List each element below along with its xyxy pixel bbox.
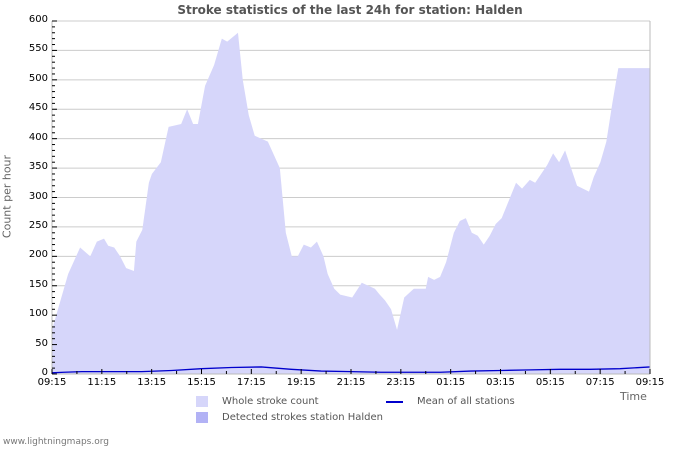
y-tick-label: 600: [28, 14, 48, 25]
legend-swatch-whole: [196, 396, 208, 407]
legend-detected-strokes: Detected strokes station Halden: [196, 412, 383, 423]
x-tick-label: 15:15: [187, 377, 216, 388]
y-tick-label: 550: [28, 43, 48, 55]
y-tick-label: 300: [28, 190, 48, 202]
y-tick-label: 450: [28, 102, 48, 114]
legend-label-mean: Mean of all stations: [417, 396, 515, 407]
y-tick-label: 250: [28, 219, 48, 231]
legend-whole-stroke: Whole stroke count: [196, 396, 319, 407]
footer-link[interactable]: www.lightningmaps.org: [3, 437, 109, 447]
legend-label-detected: Detected strokes station Halden: [222, 412, 383, 423]
x-axis-label: Time: [620, 390, 647, 403]
y-tick-label: 100: [28, 308, 48, 320]
legend-swatch-mean: [386, 400, 403, 403]
y-tick-label: 200: [28, 249, 48, 261]
whole-stroke-area: [52, 32, 650, 375]
x-tick-label: 23:15: [386, 377, 416, 388]
legend-swatch-detected: [196, 412, 208, 423]
y-tick-label: 350: [28, 161, 48, 173]
x-tick-label: 05:15: [535, 377, 565, 388]
x-tick-label: 09:15: [37, 377, 67, 388]
y-tick-label: 150: [28, 278, 48, 290]
x-tick-label: 17:15: [236, 377, 266, 388]
x-tick-label: 03:15: [486, 377, 515, 388]
y-tick-label: 500: [28, 72, 48, 84]
x-tick-label: 11:15: [87, 377, 117, 388]
y-tick-label: 400: [28, 131, 48, 143]
x-tick-label: 01:15: [436, 377, 466, 388]
y-tick-label: 0: [41, 367, 48, 378]
y-tick-label: 50: [35, 337, 48, 349]
x-tick-label: 21:15: [336, 377, 366, 388]
legend-label-whole: Whole stroke count: [222, 396, 319, 407]
x-tick-label: 19:15: [286, 377, 316, 388]
x-tick-label: 13:15: [137, 377, 167, 388]
x-tick-label: 07:15: [585, 377, 615, 388]
x-tick-label: 09:15: [635, 377, 665, 388]
legend-mean-stations: Mean of all stations: [386, 396, 515, 407]
chart-title: Stroke statistics of the last 24h for st…: [177, 3, 523, 17]
